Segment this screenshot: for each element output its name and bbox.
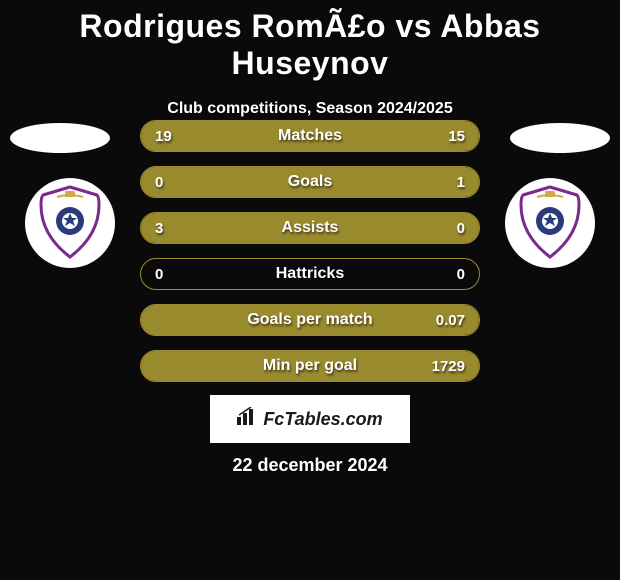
date-text: 22 december 2024	[0, 455, 620, 476]
stat-label: Goals per match	[141, 311, 479, 329]
stat-label: Assists	[141, 219, 479, 237]
player-avatar-right	[510, 123, 610, 153]
stat-label: Matches	[141, 127, 479, 145]
stat-value-right: 1729	[432, 358, 465, 375]
season-subtitle: Club competitions, Season 2024/2025	[0, 100, 620, 118]
stat-row-matches: 19 Matches 15	[140, 120, 480, 152]
comparison-title: Rodrigues RomÃ£o vs Abbas Huseynov	[0, 0, 620, 82]
stat-value-right: 0	[457, 266, 465, 283]
shield-icon	[37, 185, 103, 261]
logo-label: FcTables.com	[263, 409, 382, 430]
shield-icon	[517, 185, 583, 261]
logo-text: FcTables.com	[237, 407, 382, 431]
stat-value-right: 15	[448, 128, 465, 145]
player-avatar-left	[10, 123, 110, 153]
stat-row-goals: 0 Goals 1	[140, 166, 480, 198]
club-badge-left	[25, 178, 115, 268]
stat-label: Goals	[141, 173, 479, 191]
stat-value-right: 0.07	[436, 312, 465, 329]
stat-row-goals-per-match: Goals per match 0.07	[140, 304, 480, 336]
chart-icon	[237, 407, 259, 431]
stat-row-hattricks: 0 Hattricks 0	[140, 258, 480, 290]
stat-row-assists: 3 Assists 0	[140, 212, 480, 244]
stat-value-right: 0	[457, 220, 465, 237]
stat-label: Hattricks	[141, 265, 479, 283]
stat-label: Min per goal	[141, 357, 479, 375]
club-badge-right	[505, 178, 595, 268]
stat-value-right: 1	[457, 174, 465, 191]
stats-container: 19 Matches 15 0 Goals 1 3 Assists 0 0 Ha…	[140, 120, 480, 396]
stat-row-min-per-goal: Min per goal 1729	[140, 350, 480, 382]
fctables-logo: FcTables.com	[210, 395, 410, 443]
